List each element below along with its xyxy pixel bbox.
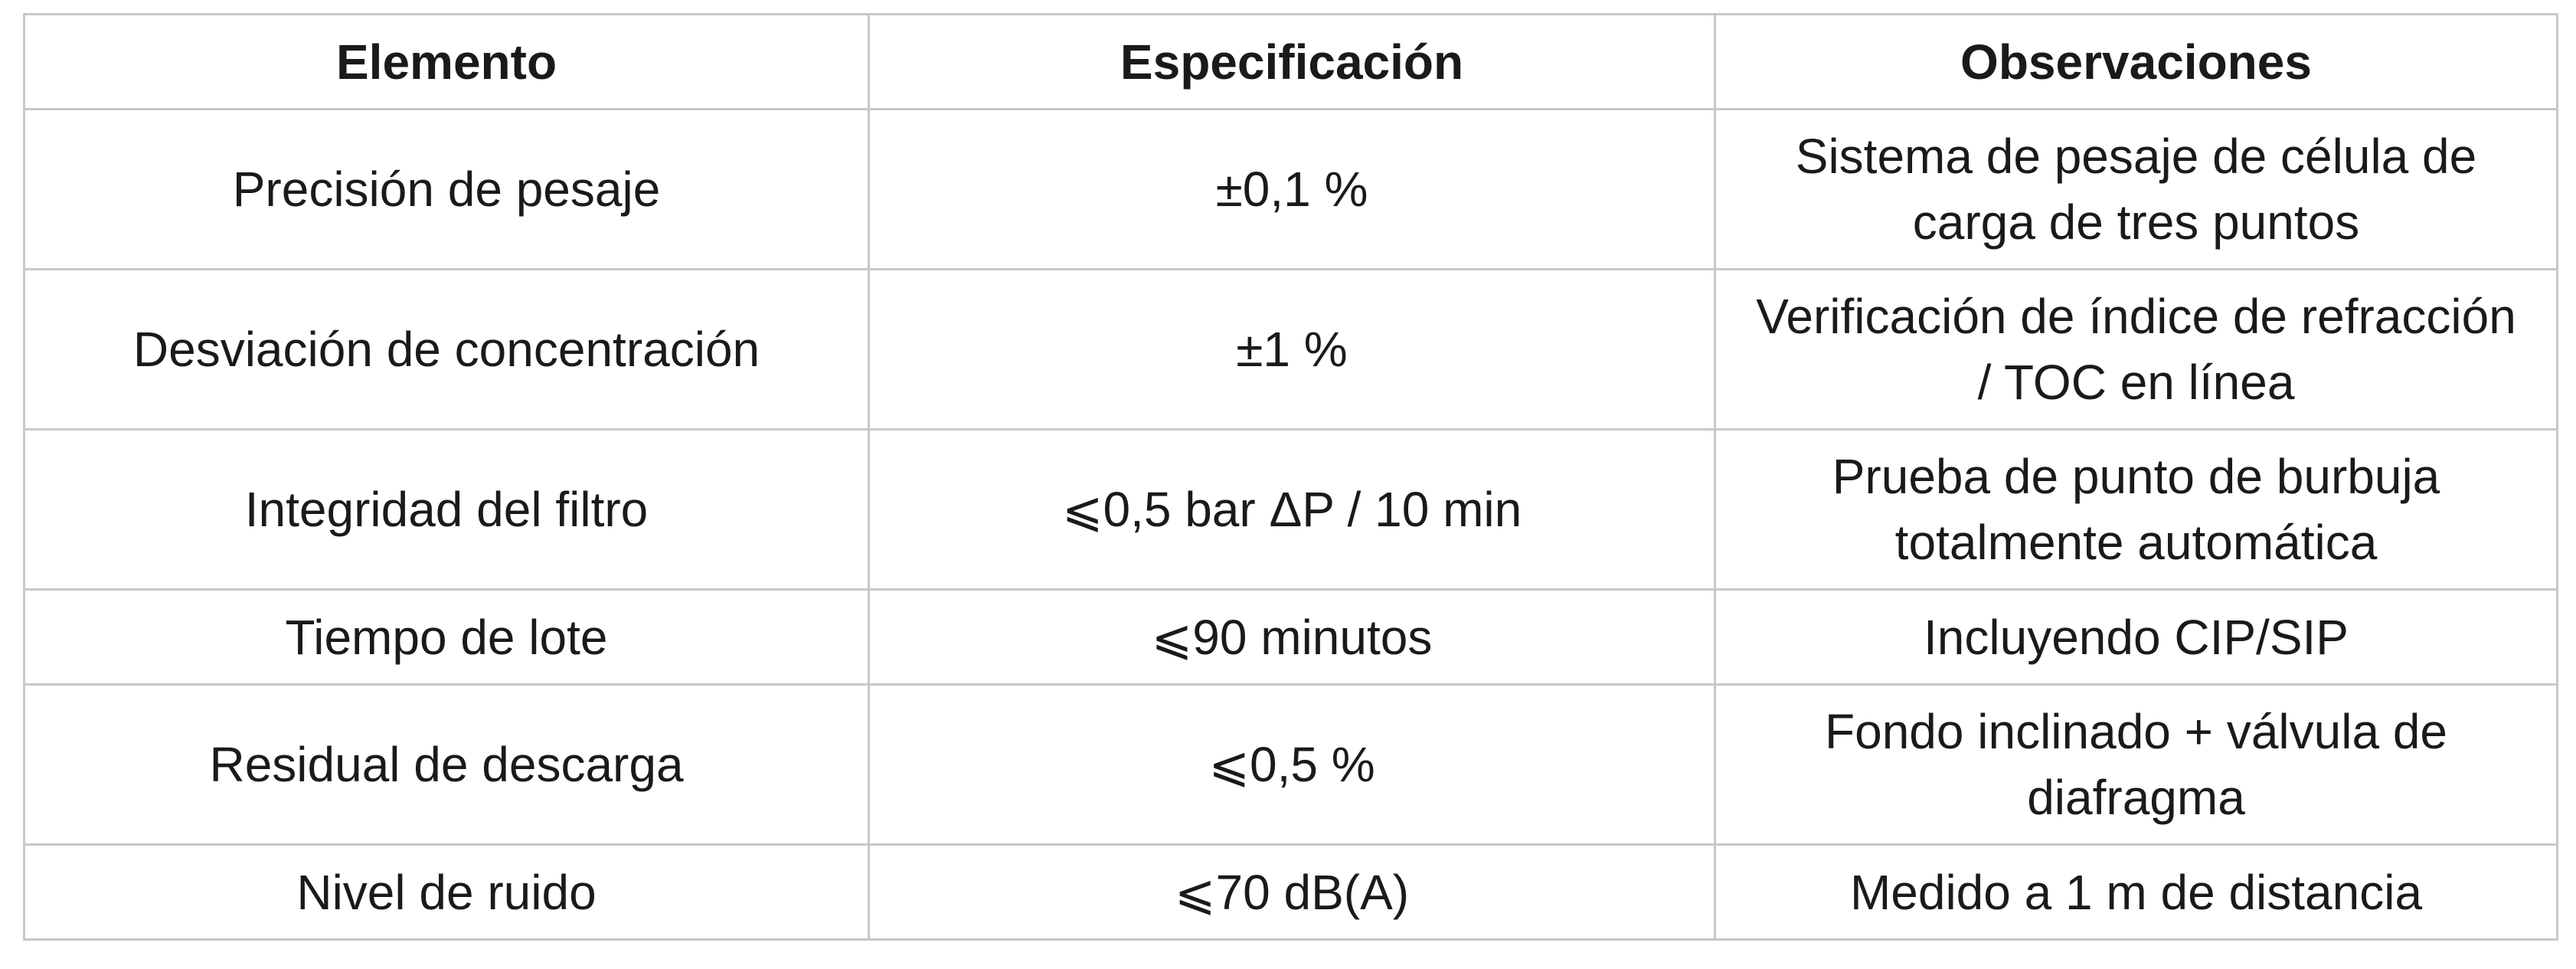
- table-cell: Residual de descarga: [23, 683, 870, 846]
- table-cell: Medido a 1 m de distancia: [1714, 843, 2558, 941]
- header-cell: Especificación: [868, 13, 1716, 110]
- table-cell: Fondo inclinado + válvula de diafragma: [1714, 683, 2558, 846]
- table-cell: ±1 %: [868, 268, 1716, 430]
- table-cell: Incluyendo CIP/SIP: [1714, 588, 2558, 686]
- table-row: Tiempo de lote ⩽90 minutos Incluyendo CIP/…: [23, 588, 2558, 686]
- spec-table: Elemento Especificación Observaciones Prec…: [23, 13, 2558, 941]
- table-cell: Precisión de pesaje: [23, 108, 870, 270]
- table-cell: Nivel de ruido: [23, 843, 870, 941]
- table-cell: Integridad del filtro: [23, 428, 870, 591]
- header-cell: Observaciones: [1714, 13, 2558, 110]
- table-row: Integridad del filtro ⩽0,5 bar ΔP / 10 mi…: [23, 428, 2558, 591]
- table-cell: Tiempo de lote: [23, 588, 870, 686]
- table-row: Precisión de pesaje ±0,1 % Sistema de pesa…: [23, 108, 2558, 270]
- table-cell: Desviación de concentración: [23, 268, 870, 430]
- table-cell: ±0,1 %: [868, 108, 1716, 270]
- table-row: Residual de descarga ⩽0,5 % Fondo inclinad…: [23, 683, 2558, 846]
- table-cell: Verificación de índice de refracción / T…: [1714, 268, 2558, 430]
- table-cell: Prueba de punto de burbuja totalmente au…: [1714, 428, 2558, 591]
- table-cell: ⩽90 minutos: [868, 588, 1716, 686]
- table-cell: ⩽0,5 bar ΔP / 10 min: [868, 428, 1716, 591]
- table-row: Nivel de ruido ⩽70 dB(A) Medido a 1 m de d…: [23, 843, 2558, 941]
- header-row: Elemento Especificación Observaciones: [23, 13, 2558, 110]
- header-cell: Elemento: [23, 13, 870, 110]
- table-cell: ⩽70 dB(A): [868, 843, 1716, 941]
- table-cell: Sistema de pesaje de célula de carga de …: [1714, 108, 2558, 270]
- table-cell: ⩽0,5 %: [868, 683, 1716, 846]
- table-row: Desviación de concentración ±1 % Verificac…: [23, 268, 2558, 430]
